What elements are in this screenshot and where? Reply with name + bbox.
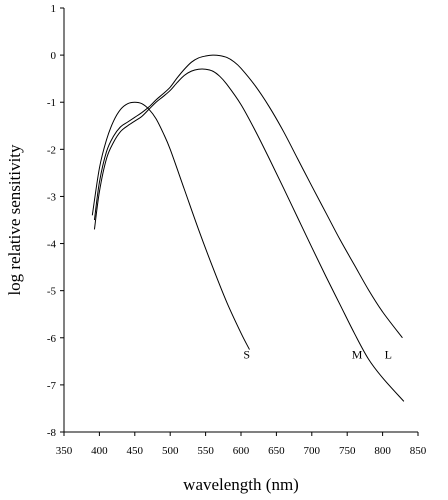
x-tick-label: 600 <box>233 445 250 457</box>
y-axis-title: log relative sensitivity <box>5 144 24 296</box>
y-tick-label: 1 <box>51 3 57 15</box>
x-tick-label: 800 <box>374 445 391 457</box>
curve-s <box>91 101 250 350</box>
y-tick-label: 0 <box>51 50 57 62</box>
x-tick-label: 400 <box>91 445 108 457</box>
x-tick-label: 700 <box>304 445 321 457</box>
x-tick-label: 350 <box>56 445 73 457</box>
y-tick-label: -4 <box>47 239 57 251</box>
y-tick-label: -6 <box>47 333 57 345</box>
axes <box>63 8 418 433</box>
y-tick-label: -7 <box>47 380 57 392</box>
y-tick-label: -8 <box>47 427 57 439</box>
x-tick-label: 500 <box>162 445 179 457</box>
x-tick-label: 650 <box>268 445 285 457</box>
y-tick-label: -5 <box>47 286 57 298</box>
y-tick-label: -3 <box>47 191 57 203</box>
series-label-l: L <box>385 347 392 361</box>
x-axis-title: wavelength (nm) <box>183 475 299 494</box>
x-tick-label: 750 <box>339 445 356 457</box>
x-tick-label: 550 <box>197 445 214 457</box>
x-tick-label: 450 <box>127 445 144 457</box>
curves <box>91 54 405 402</box>
y-ticks: 1 0 -1 -2 -3 -4 -5 -6 -7 -8 <box>47 3 64 439</box>
series-label-m: M <box>352 347 363 361</box>
x-ticks: 350 400 450 500 550 600 650 700 750 800 850 <box>56 432 427 457</box>
y-tick-label: -2 <box>47 144 56 156</box>
x-tick-label: 850 <box>410 445 427 457</box>
curve-m <box>93 68 405 402</box>
curve-l <box>93 54 403 339</box>
series-label-s: S <box>243 347 250 361</box>
y-tick-label: -1 <box>47 97 56 109</box>
